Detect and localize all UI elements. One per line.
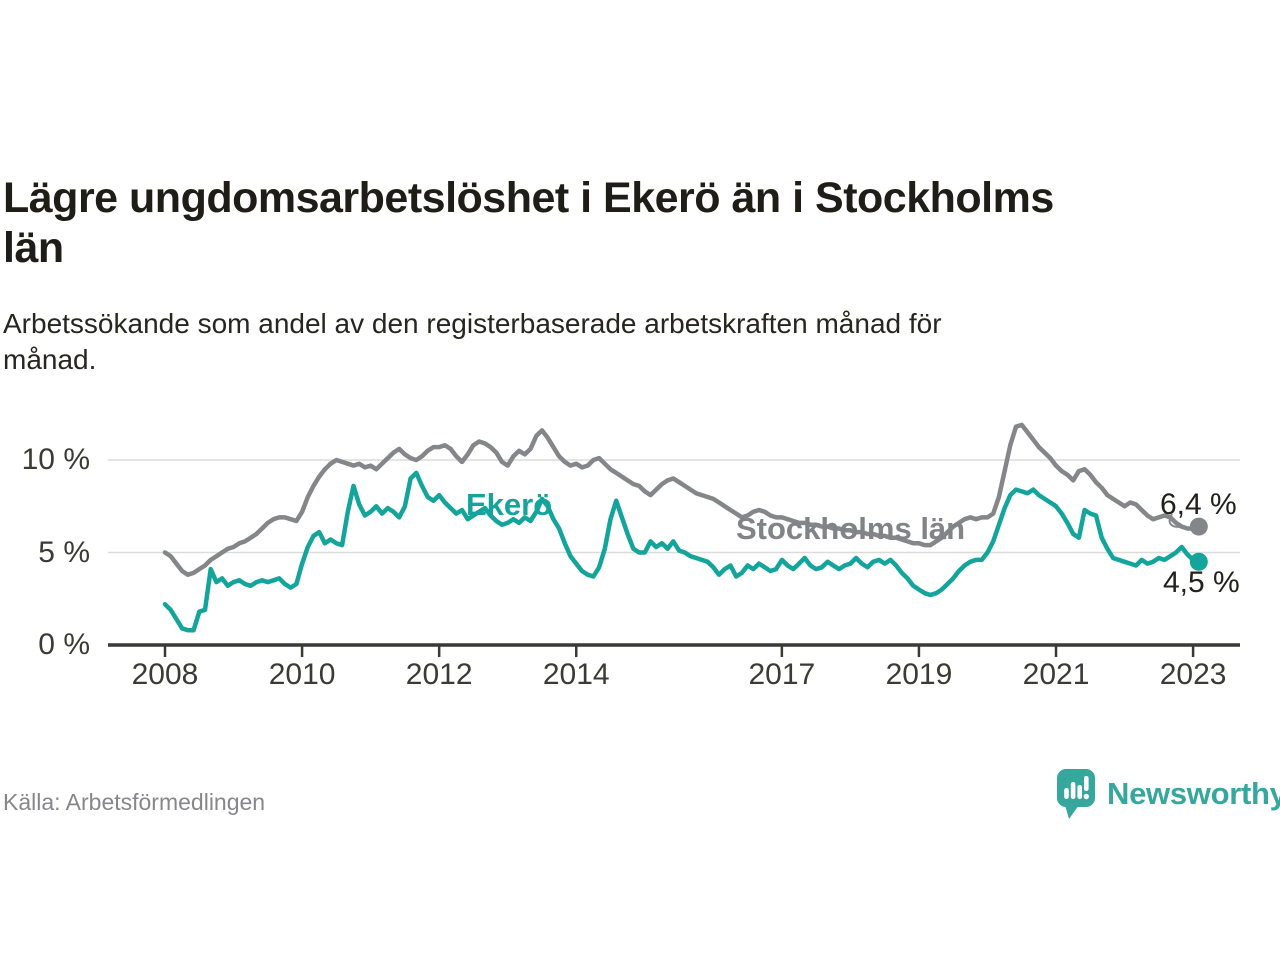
end-label-connector: [1168, 513, 1186, 528]
x-tick-label: 2021: [1022, 658, 1090, 691]
x-tick-label: 2019: [885, 658, 953, 691]
chart-subtitle: Arbetssökande som andel av den registerb…: [3, 306, 1253, 378]
x-tick-label: 2017: [748, 658, 816, 691]
page-title: Lägre ungdomsarbetslöshet i Ekerö än i S…: [3, 173, 1253, 273]
series-label-stockholms-lan: Stockholms län: [736, 511, 966, 546]
y-tick-label: 5 %: [38, 535, 90, 569]
end-dot-ekero: [1189, 552, 1208, 571]
x-tick-label: 2012: [405, 658, 473, 691]
y-tick-label: 10 %: [21, 443, 90, 476]
x-tick-label: 2023: [1159, 658, 1227, 691]
chart-plot-svg: [108, 422, 1240, 657]
y-tick-label: 0 %: [38, 628, 90, 661]
x-tick-label: 2014: [542, 658, 610, 691]
newsworthy-bubble-icon: [1057, 769, 1095, 819]
newsworthy-wordmark: Newsworthy: [1107, 776, 1280, 811]
chart-subtitle-line2: månad.: [3, 344, 97, 375]
end-dot-stockholms-lan: [1189, 517, 1208, 536]
series-label-ekero: Ekerö: [466, 487, 553, 522]
page-title-line1: Lägre ungdomsarbetslöshet i Ekerö än i S…: [3, 173, 1054, 222]
end-value-ekero: 4,5 %: [1163, 566, 1240, 599]
chart-subtitle-line1: Arbetssökande som andel av den registerb…: [3, 308, 942, 339]
x-tick-label: 2010: [268, 658, 336, 691]
x-tick-label: 2008: [131, 658, 199, 691]
series-line-ekero: [162, 470, 1202, 633]
newsworthy-logo: Newsworthy: [1056, 768, 1280, 820]
page-title-line2: län: [3, 223, 64, 272]
series-line-stockholms-lan: [162, 422, 1202, 577]
source-note: Källa: Arbetsförmedlingen: [3, 789, 266, 815]
end-value-stockholms-lan: 6,4 %: [1160, 488, 1237, 521]
